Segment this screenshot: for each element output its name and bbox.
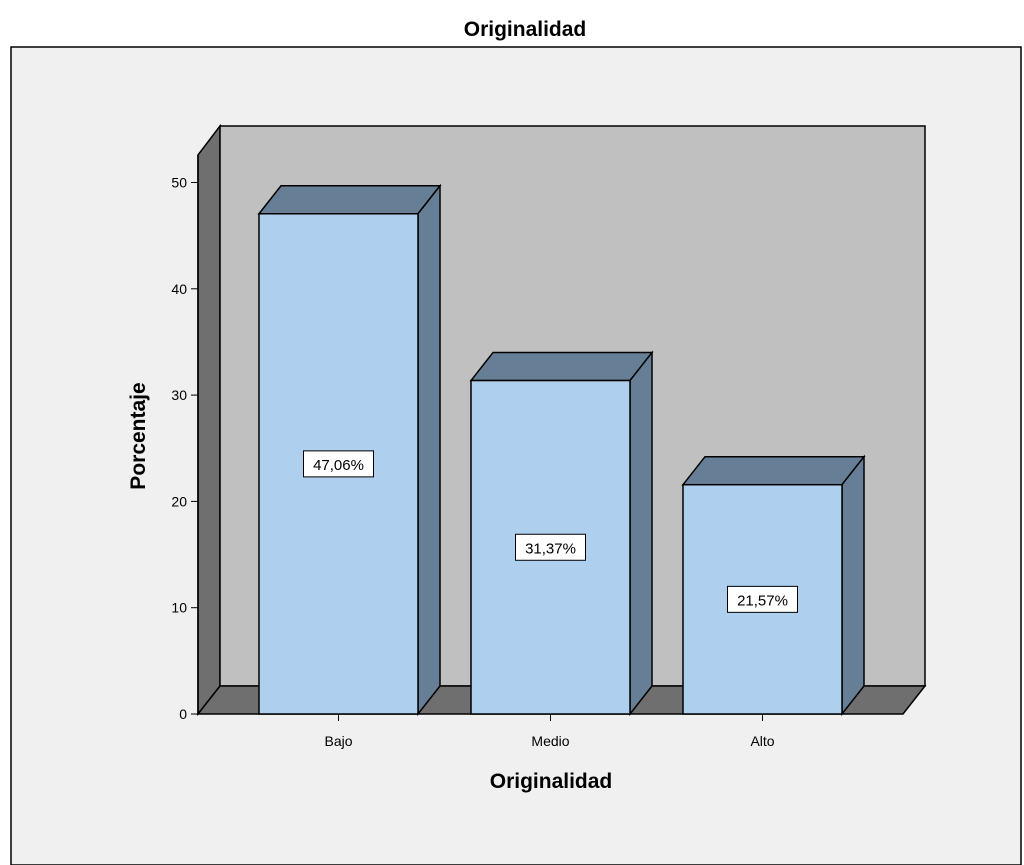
bars: 47,06% Bajo 31,37% Medio 21,57% Alto [257,183,866,749]
y-axis-label: Porcentaje [127,382,150,489]
data-label-box [303,450,374,478]
chart-title: Originalidad [464,18,587,41]
bar-medio: 31,37% Medio [469,350,654,749]
y-tick-label: 50 [171,175,187,191]
y-tick-label: 0 [179,706,187,722]
y-tick-label: 20 [171,493,187,509]
data-label: 31,37% [525,540,576,557]
x-tick-label: Bajo [324,733,352,749]
bar-top [681,455,866,486]
y-tick-label: 40 [171,281,187,297]
y-tick-label: 30 [171,387,187,403]
x-tick-label: Alto [750,733,774,749]
left-wall [197,123,221,717]
data-label-box [515,533,586,561]
bar-alto: 21,57% Alto [681,454,866,749]
bar-side [629,350,653,717]
bar-top [469,351,654,382]
bar-side [417,183,441,717]
x-axis-label: Originalidad [490,770,613,793]
x-tick-label: Medio [531,733,569,749]
bar-bajo: 47,06% Bajo [257,183,442,749]
y-ticks: 0 10 20 30 40 50 [171,175,198,722]
data-label-box [727,585,798,613]
bar-side [841,454,865,717]
data-label: 47,06% [313,457,364,474]
data-label: 21,57% [737,592,788,609]
bar-top [257,185,442,215]
y-tick-label: 10 [171,600,187,616]
